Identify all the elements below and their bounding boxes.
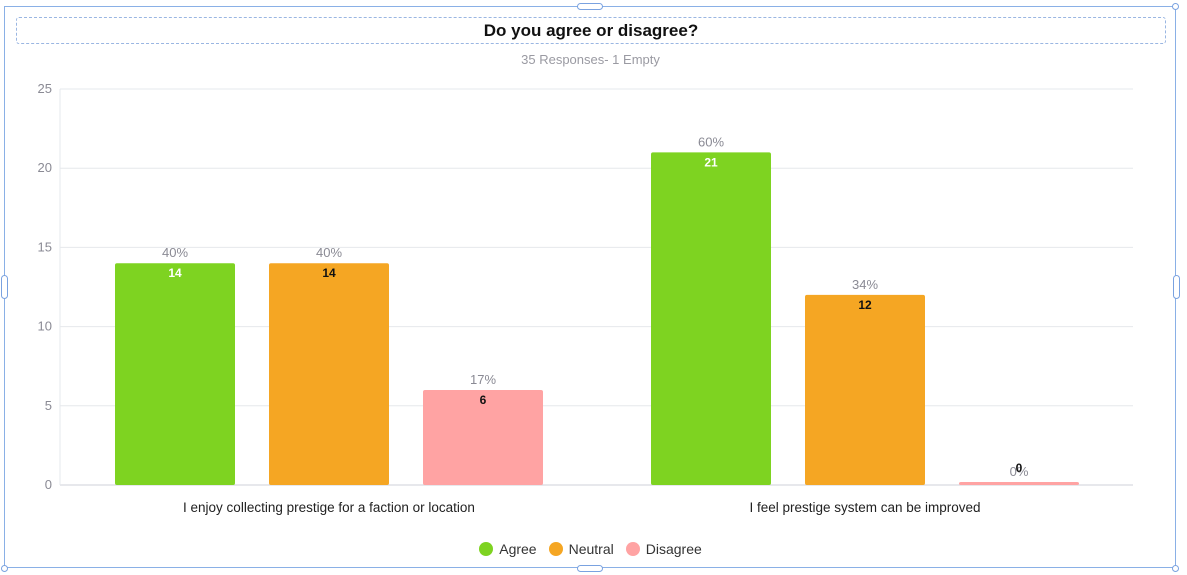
resize-corner-bottom-right[interactable] — [1172, 565, 1179, 572]
legend-swatch — [548, 542, 563, 556]
bar — [423, 389, 543, 485]
bar-percent-label: 60% — [698, 134, 724, 149]
bar-value-label: 12 — [858, 298, 872, 312]
bar — [269, 263, 389, 485]
bar-percent-label: 17% — [470, 372, 496, 387]
resize-corner-bottom-left[interactable] — [1, 565, 8, 572]
bar-value-label: 21 — [704, 155, 718, 169]
legend-swatch — [479, 542, 494, 556]
chart-title: Do you agree or disagree? — [483, 20, 699, 40]
y-tick-label: 0 — [45, 477, 52, 492]
chart-title-box[interactable]: Do you agree or disagree? — [16, 17, 1166, 44]
chart-legend: Agree Neutral Disagree — [0, 541, 1181, 557]
bar — [805, 294, 925, 485]
bar — [651, 152, 771, 486]
y-tick-label: 15 — [38, 239, 52, 254]
bar-value-label: 6 — [480, 393, 487, 407]
resize-handle-bottom[interactable] — [577, 565, 603, 572]
legend-label: Agree — [499, 541, 537, 557]
resize-corner-top-right[interactable] — [1172, 3, 1179, 10]
bar-percent-label: 0% — [1010, 464, 1029, 479]
legend-item[interactable]: Neutral — [548, 541, 614, 557]
resize-handle-right[interactable] — [1173, 275, 1180, 299]
y-tick-label: 10 — [38, 319, 52, 334]
legend-label: Neutral — [568, 541, 614, 557]
bar-value-label: 0 — [1016, 461, 1023, 475]
legend-swatch — [625, 542, 640, 556]
legend-item[interactable]: Disagree — [625, 541, 702, 557]
x-category-label: I enjoy collecting prestige for a factio… — [183, 500, 475, 515]
y-tick-label: 25 — [38, 81, 52, 96]
y-tick-label: 5 — [45, 398, 52, 413]
bar — [115, 263, 235, 485]
bar-percent-label: 40% — [316, 245, 342, 260]
x-category-label: I feel prestige system can be improved — [749, 500, 980, 515]
resize-handle-left[interactable] — [1, 275, 8, 299]
chart-subtitle: 35 Responses- 1 Empty — [521, 52, 660, 67]
legend-label: Disagree — [645, 541, 702, 557]
bar-value-label: 14 — [168, 266, 182, 280]
bar-value-label: 14 — [322, 266, 336, 280]
legend-item[interactable]: Agree — [479, 541, 537, 557]
resize-handle-top[interactable] — [577, 3, 603, 10]
bar-percent-label: 40% — [162, 245, 188, 260]
y-tick-label: 20 — [38, 160, 52, 175]
bar — [959, 482, 1079, 485]
bar-percent-label: 34% — [852, 277, 878, 292]
